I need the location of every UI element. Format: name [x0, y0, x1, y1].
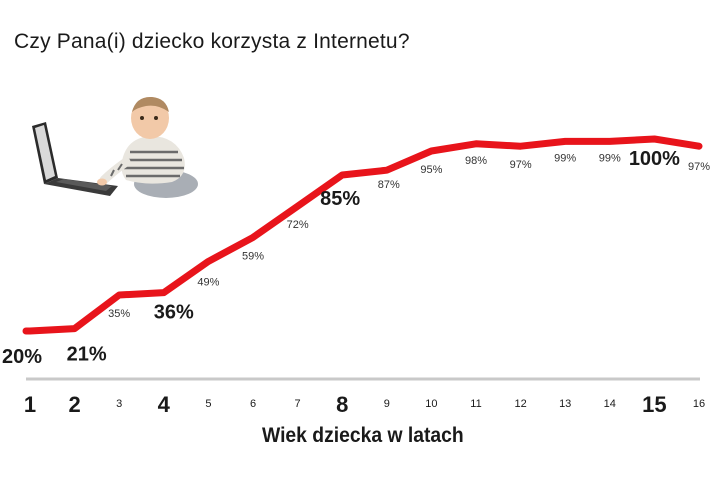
- sweater-stripes: [124, 150, 184, 178]
- x-tick-label: 10: [425, 398, 437, 410]
- x-tick-labels: 1 2 3 4 5 6 7 8 9 10 11 12 13 14 15 16: [24, 392, 705, 417]
- x-tick-label: 9: [384, 398, 390, 410]
- x-tick-label: 5: [205, 398, 211, 410]
- data-label: 87%: [378, 179, 400, 191]
- data-label: 49%: [197, 276, 219, 288]
- baby-eye-right: [154, 116, 158, 120]
- baby-hand: [97, 178, 107, 186]
- x-tick-label: 6: [250, 398, 256, 410]
- x-tick-label: 15: [642, 392, 666, 417]
- x-tick-label: 4: [158, 392, 171, 417]
- data-label: 97%: [688, 161, 710, 173]
- data-label: 35%: [108, 308, 130, 320]
- data-label: 59%: [242, 250, 264, 262]
- data-label: 99%: [554, 152, 576, 164]
- x-tick-label: 1: [24, 392, 36, 417]
- data-label: 100%: [629, 148, 680, 170]
- data-label: 85%: [320, 188, 360, 210]
- data-label: 21%: [67, 344, 107, 366]
- data-label: 36%: [154, 302, 194, 324]
- x-tick-label: 7: [295, 398, 301, 410]
- baby-arm-stripes: [110, 163, 123, 177]
- data-label: 97%: [510, 159, 532, 171]
- baby-head: [131, 97, 169, 139]
- x-tick-label: 8: [336, 392, 348, 417]
- series-line: [22, 135, 703, 335]
- x-tick-label: 12: [514, 398, 526, 410]
- chart-title: Czy Pana(i) dziecko korzysta z Internetu…: [14, 30, 410, 53]
- x-tick-label: 2: [68, 392, 80, 417]
- x-axis-label: Wiek dziecka w latach: [262, 424, 464, 447]
- x-tick-label: 16: [693, 398, 705, 410]
- data-label: 98%: [465, 155, 487, 167]
- data-label: 72%: [287, 219, 309, 231]
- x-tick-label: 13: [559, 398, 571, 410]
- data-labels: 20% 21% 35% 36% 49% 59% 72% 85% 87% 95% 98% 97% 99% 9…: [2, 148, 710, 368]
- data-label: 95%: [420, 164, 442, 176]
- laptop-screen-highlight: [35, 125, 55, 180]
- data-label: 99%: [599, 152, 621, 164]
- baby-hair: [132, 96, 169, 112]
- baby-eye-left: [140, 116, 144, 120]
- x-tick-label: 3: [116, 398, 122, 410]
- x-tick-label: 11: [470, 398, 481, 410]
- x-tick-label: 14: [604, 398, 616, 410]
- laptop-keyboard: [56, 179, 112, 191]
- baby-laptop-illustration: [32, 96, 198, 198]
- data-label: 20%: [2, 346, 42, 368]
